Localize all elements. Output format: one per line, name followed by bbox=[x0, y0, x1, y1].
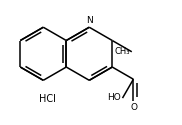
Text: N: N bbox=[86, 16, 93, 25]
Text: O: O bbox=[130, 103, 138, 112]
Text: HCl: HCl bbox=[39, 94, 56, 104]
Text: HO: HO bbox=[107, 93, 120, 102]
Text: CH₃: CH₃ bbox=[114, 47, 130, 56]
